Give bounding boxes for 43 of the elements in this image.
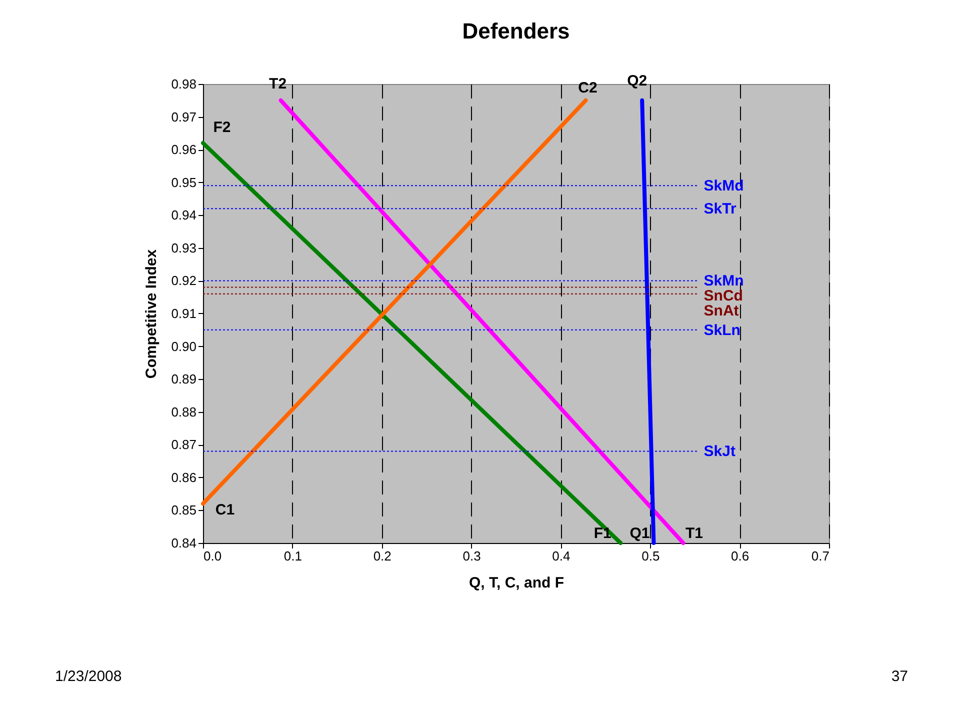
y-tick-label: 0.92 xyxy=(171,273,196,288)
ref-line-label: SkMn xyxy=(704,272,744,290)
y-tick-label: 0.98 xyxy=(171,76,196,92)
ref-line-label: SkTr xyxy=(704,200,736,218)
x-tick-label: 0.0 xyxy=(204,548,222,564)
ref-line-label: SnAt xyxy=(704,302,739,320)
y-tick-label: 0.90 xyxy=(171,338,196,354)
chart-title: Defenders xyxy=(462,18,570,44)
x-tick-label: 0.5 xyxy=(642,548,660,564)
y-tick-label: 0.85 xyxy=(171,502,196,518)
x-tick-label: 0.7 xyxy=(811,548,830,564)
y-tick-label: 0.93 xyxy=(171,240,196,256)
y-tick-label: 0.97 xyxy=(171,109,196,124)
annotation: Q1 xyxy=(630,525,650,542)
x-tick-label: 0.1 xyxy=(284,548,302,564)
y-tick-label: 0.91 xyxy=(171,306,196,321)
y-tick-label: 0.96 xyxy=(171,142,196,158)
annotation: F2 xyxy=(213,119,231,136)
annotation: Q2 xyxy=(627,72,648,90)
x-axis-title: Q, T, C, and F xyxy=(468,574,564,592)
text: 1/23/2008 xyxy=(55,668,122,685)
y-tick-label: 0.88 xyxy=(171,404,196,420)
ref-line-label: SkJt xyxy=(704,443,736,460)
ref-line-label: SnCd xyxy=(704,288,743,305)
ref-line-label: SkMd xyxy=(704,178,744,195)
y-tick-label: 0.86 xyxy=(171,470,196,485)
annotation: F1 xyxy=(594,525,612,542)
annotation: T2 xyxy=(269,75,287,92)
annotation: T1 xyxy=(685,525,703,542)
y-axis-title: Competitive Index xyxy=(143,248,160,379)
text: 37 xyxy=(891,668,908,685)
x-tick-label: 0.2 xyxy=(373,548,392,564)
x-tick-label: 0.4 xyxy=(552,548,570,564)
x-tick-label: 0.3 xyxy=(462,548,481,564)
annotation: C2 xyxy=(578,79,598,96)
x-tick-label: 0.6 xyxy=(731,548,750,564)
annotation: C1 xyxy=(215,502,235,519)
y-tick-label: 0.84 xyxy=(171,536,196,550)
y-tick-label: 0.94 xyxy=(171,208,196,223)
y-tick-label: 0.95 xyxy=(171,174,196,190)
ref-line-label: SkLn xyxy=(704,322,740,339)
y-tick-label: 0.87 xyxy=(171,437,196,452)
y-tick-label: 0.89 xyxy=(171,372,196,387)
